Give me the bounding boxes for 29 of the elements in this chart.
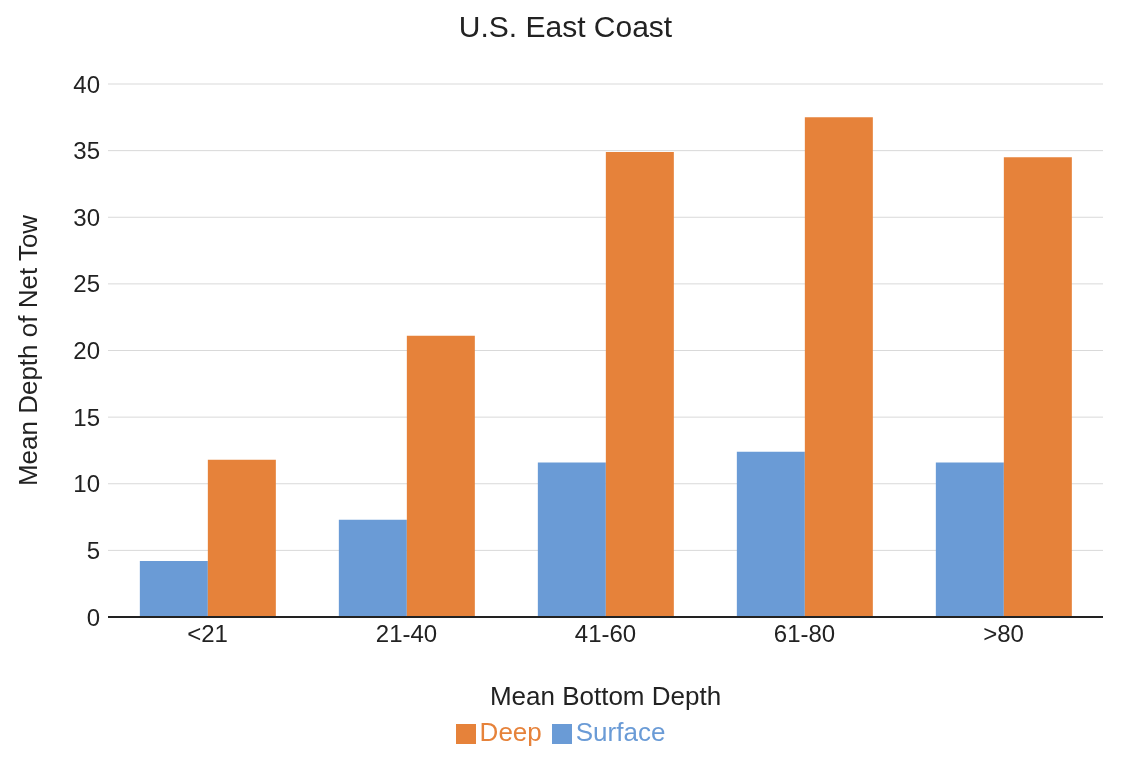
legend-label: Surface <box>575 717 666 747</box>
y-tick-label: 30 <box>73 203 100 231</box>
x-tick-label: 21-40 <box>375 620 438 648</box>
legend-label: Deep <box>479 717 542 747</box>
chart-title: U.S. East Coast <box>457 9 674 45</box>
x-tick-label: 41-60 <box>574 620 637 648</box>
bar <box>804 117 873 617</box>
bar <box>605 151 674 617</box>
y-tick-label: 40 <box>73 70 100 98</box>
bar <box>139 561 208 617</box>
y-tick-label: 15 <box>73 403 100 431</box>
y-axis-title: Mean Depth of Net Tow <box>13 214 44 487</box>
y-tick-label: 35 <box>73 137 100 165</box>
x-tick-label: >80 <box>983 620 1024 648</box>
bar <box>736 451 805 617</box>
bar <box>406 335 475 617</box>
x-axis-title: Mean Bottom Depth <box>489 681 722 711</box>
bar <box>1003 157 1072 617</box>
x-tick-label: 61-80 <box>773 620 836 648</box>
y-tick-label: 5 <box>86 536 100 564</box>
y-tick-label: 10 <box>73 470 100 498</box>
bar <box>935 462 1004 617</box>
y-tick-label: 0 <box>86 603 100 631</box>
bar <box>338 519 407 617</box>
x-tick-label: <21 <box>187 620 228 648</box>
y-tick-label: 20 <box>73 337 100 365</box>
bar <box>537 462 606 617</box>
bar <box>207 459 276 617</box>
y-tick-label: 25 <box>73 270 100 298</box>
